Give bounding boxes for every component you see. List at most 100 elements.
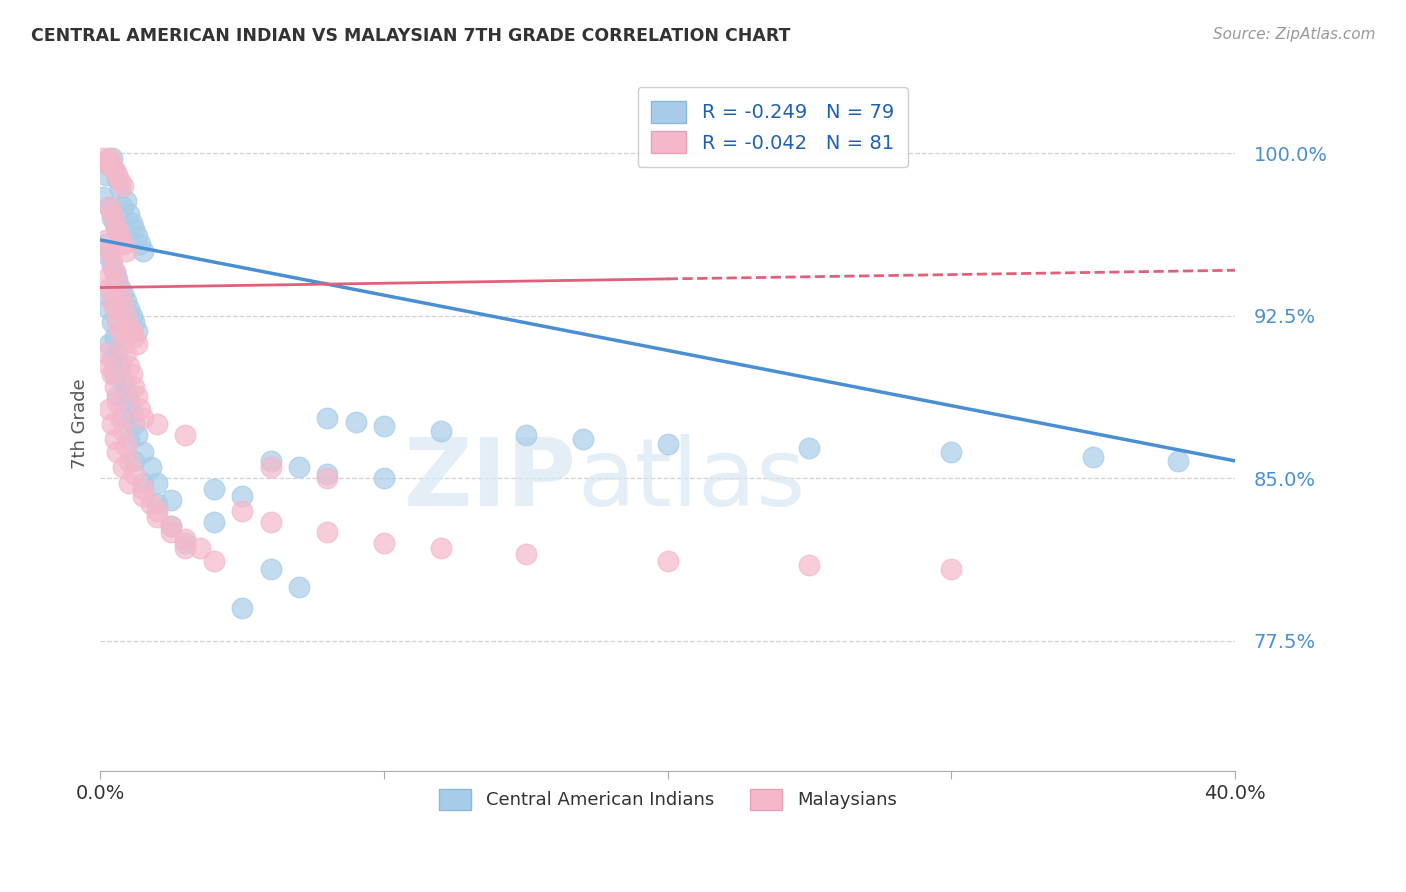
Point [127, 324, 149, 338]
Point [112, 460, 135, 475]
Point [316, 525, 339, 540]
Text: ZIP: ZIP [404, 434, 576, 525]
Point [105, 395, 128, 409]
Point [288, 460, 311, 475]
Point [103, 163, 125, 178]
Point [103, 265, 125, 279]
Point [160, 519, 183, 533]
Point [100, 254, 122, 268]
Point [97, 201, 120, 215]
Point [202, 553, 225, 567]
Point [127, 228, 149, 243]
Point [174, 428, 197, 442]
Text: atlas: atlas [576, 434, 806, 525]
Point [373, 419, 395, 434]
Point [108, 287, 131, 301]
Point [231, 489, 253, 503]
Point [202, 515, 225, 529]
Point [115, 194, 138, 208]
Point [259, 454, 281, 468]
Point [108, 228, 131, 243]
Point [108, 174, 131, 188]
Point [103, 216, 125, 230]
Point [132, 244, 155, 258]
Text: CENTRAL AMERICAN INDIAN VS MALAYSIAN 7TH GRADE CORRELATION CHART: CENTRAL AMERICAN INDIAN VS MALAYSIAN 7TH… [31, 27, 790, 45]
Point [259, 562, 281, 576]
Point [121, 406, 143, 420]
Point [108, 280, 131, 294]
Point [571, 432, 593, 446]
Point [132, 410, 155, 425]
Point [288, 580, 311, 594]
Point [121, 309, 143, 323]
Point [115, 293, 138, 308]
Point [941, 445, 963, 459]
Point [108, 359, 131, 373]
Point [103, 432, 125, 446]
Point [231, 601, 253, 615]
Point [124, 417, 146, 431]
Point [127, 428, 149, 442]
Point [105, 172, 128, 186]
Point [115, 345, 138, 359]
Point [124, 222, 146, 236]
Point [105, 345, 128, 359]
Point [373, 471, 395, 485]
Point [515, 547, 537, 561]
Point [103, 163, 125, 178]
Point [160, 525, 183, 540]
Point [108, 228, 131, 243]
Point [97, 244, 120, 258]
Point [112, 374, 135, 388]
Point [108, 324, 131, 338]
Point [97, 157, 120, 171]
Point [105, 272, 128, 286]
Point [118, 454, 141, 468]
Point [100, 259, 122, 273]
Point [316, 410, 339, 425]
Point [100, 368, 122, 382]
Point [141, 460, 163, 475]
Legend: Central American Indians, Malaysians: Central American Indians, Malaysians [425, 774, 911, 824]
Point [97, 337, 120, 351]
Point [105, 389, 128, 403]
Point [100, 157, 122, 171]
Point [112, 298, 135, 312]
Point [118, 475, 141, 490]
Point [316, 467, 339, 481]
Point [141, 497, 163, 511]
Point [94, 237, 117, 252]
Point [91, 189, 114, 203]
Point [94, 157, 117, 171]
Point [146, 504, 169, 518]
Point [94, 233, 117, 247]
Point [105, 168, 128, 182]
Point [94, 272, 117, 286]
Point [373, 536, 395, 550]
Point [174, 532, 197, 546]
Point [429, 424, 451, 438]
Point [799, 441, 821, 455]
Point [129, 237, 152, 252]
Point [103, 330, 125, 344]
Point [100, 151, 122, 165]
Point [160, 492, 183, 507]
Point [799, 558, 821, 572]
Point [146, 510, 169, 524]
Point [112, 237, 135, 252]
Point [515, 428, 537, 442]
Point [118, 207, 141, 221]
Point [132, 489, 155, 503]
Point [103, 380, 125, 394]
Point [112, 337, 135, 351]
Point [231, 504, 253, 518]
Point [429, 541, 451, 555]
Point [97, 280, 120, 294]
Point [118, 359, 141, 373]
Point [108, 410, 131, 425]
Point [97, 151, 120, 165]
Point [115, 384, 138, 399]
Point [100, 207, 122, 221]
Point [105, 222, 128, 236]
Point [118, 395, 141, 409]
